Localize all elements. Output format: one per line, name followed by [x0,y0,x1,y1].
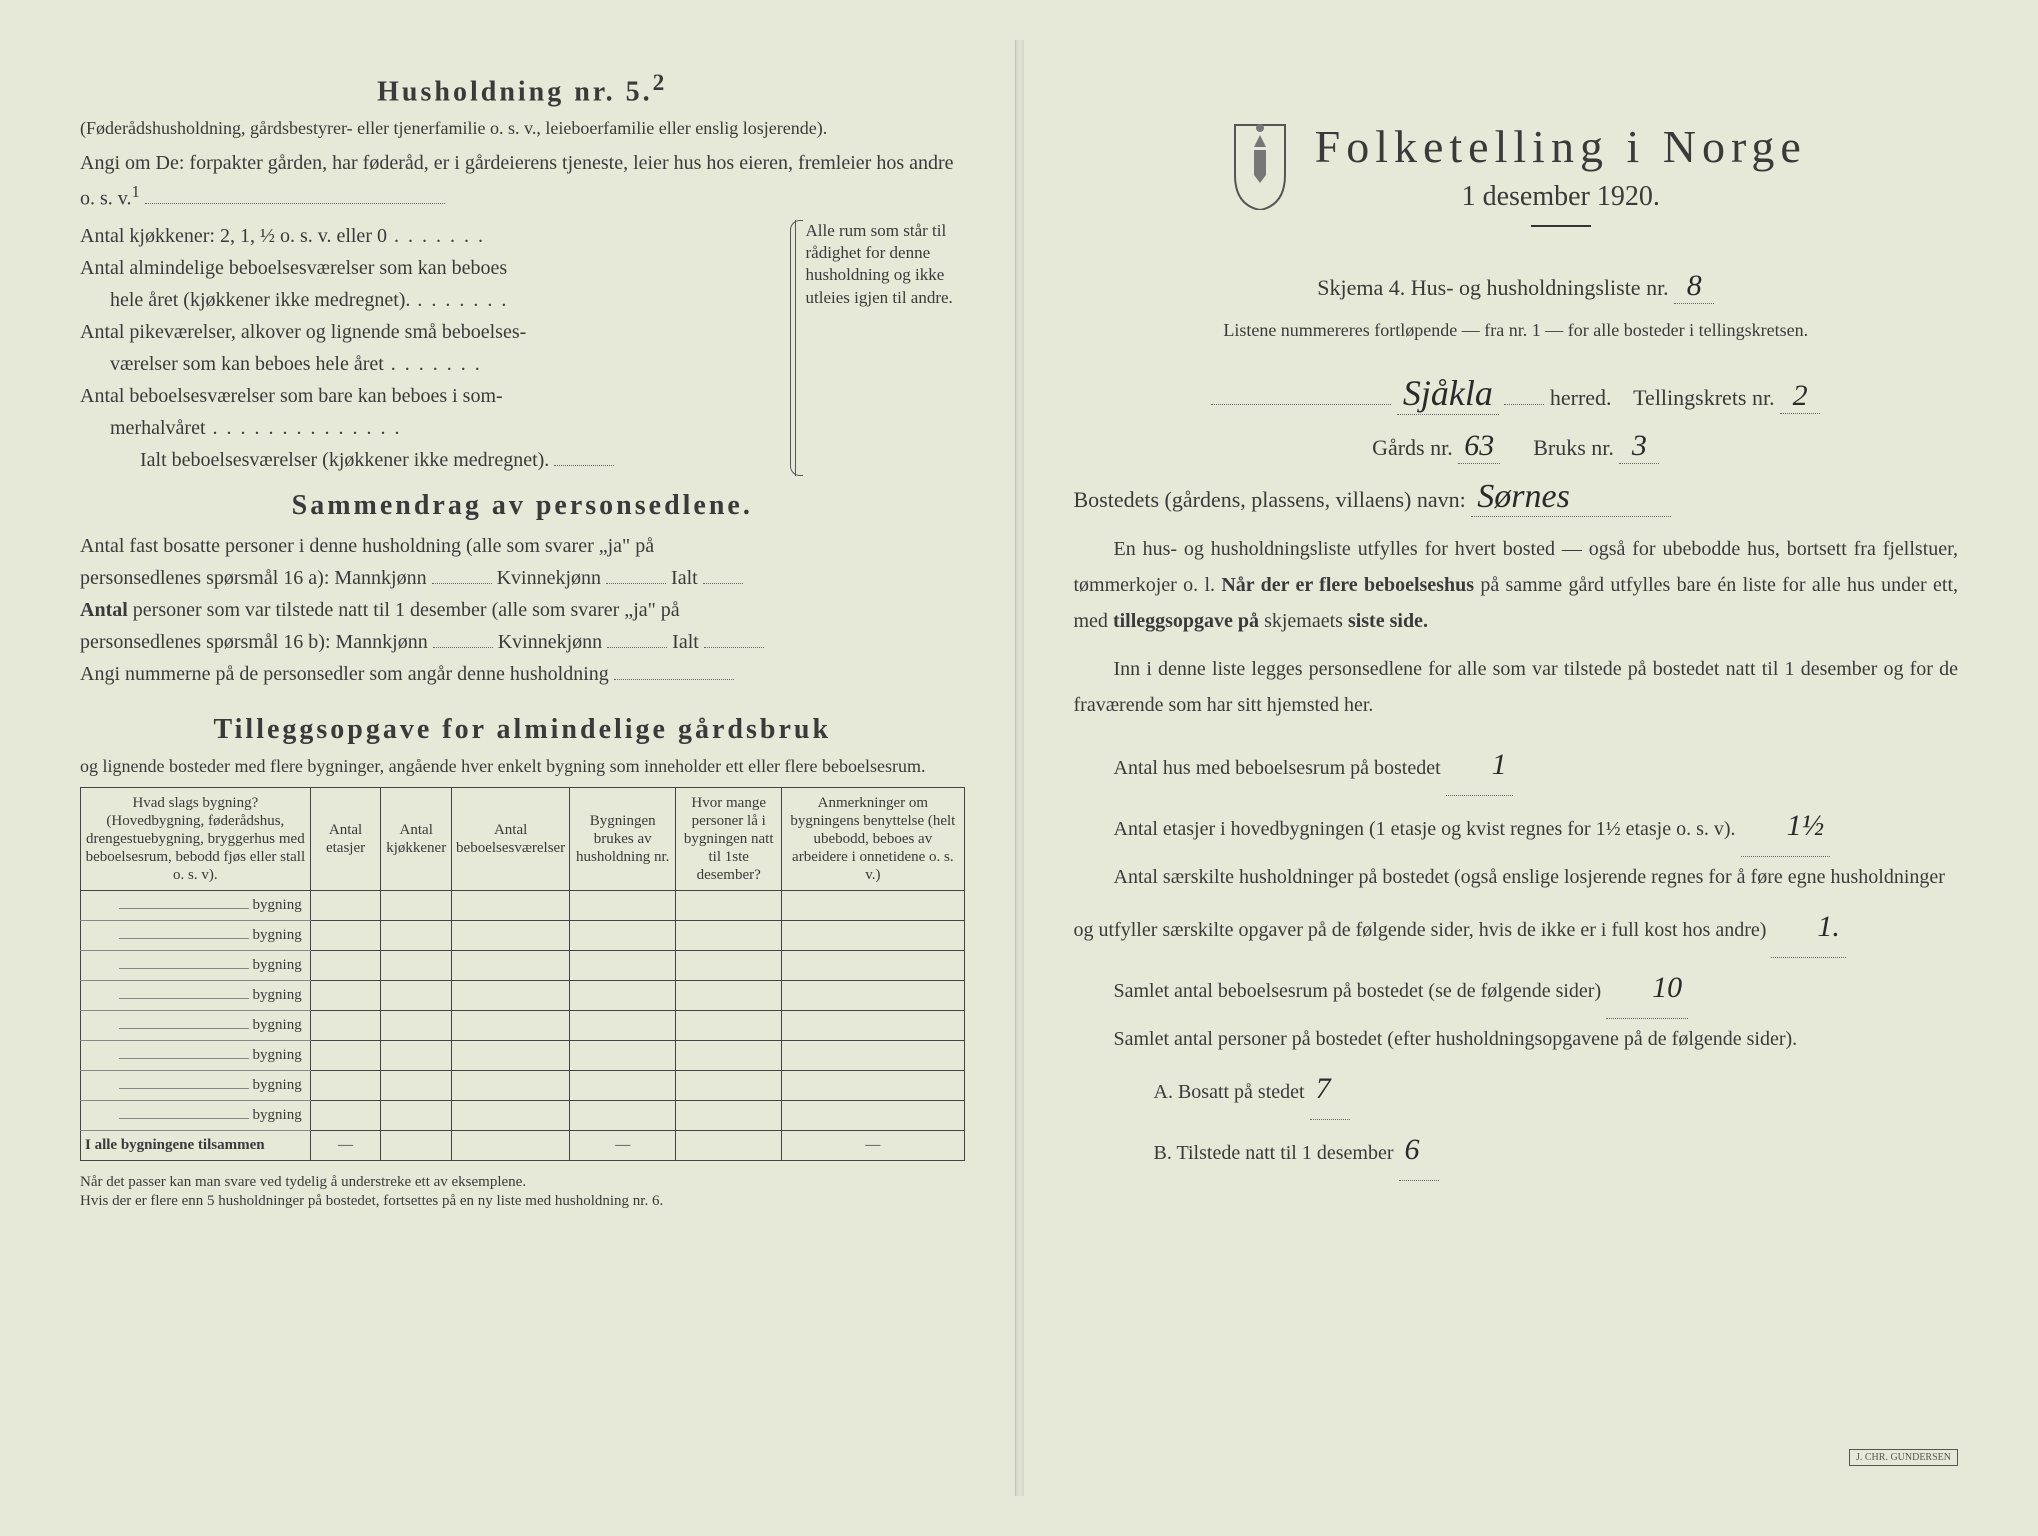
bosted-value: Sørnes [1471,478,1671,517]
bruks-value: 3 [1619,429,1659,464]
table-row: bygning [81,1010,965,1040]
herred-row: Sjåkla herred. Tellingskrets nr. 2 [1074,372,1959,415]
qA-value: 7 [1310,1059,1350,1120]
right-page: Folketelling i Norge 1 desember 1920. Sk… [1024,40,2009,1496]
gards-row: Gårds nr. 63 Bruks nr. 3 [1074,429,1959,464]
sub2: Angi om De: forpakter gården, har føderå… [80,147,965,215]
para2: Inn i denne liste legges personsedlene f… [1074,651,1959,723]
rooms-l3b: værelser som kan beboes hele året [80,348,785,380]
tillegg-sub: og lignende bosteder med flere bygninger… [80,754,965,778]
rooms-l2: Antal almindelige beboelsesværelser som … [80,252,785,284]
table-row: bygning [81,1100,965,1130]
printer-stamp: J. CHR. GUNDERSEN [1849,1449,1958,1466]
subtitle: 1 desember 1920. [1315,181,1807,213]
th7: Anmerkninger om bygningens benyttelse (h… [782,787,964,890]
para1: En hus- og husholdningsliste utfylles fo… [1074,531,1959,639]
main-title: Folketelling i Norge [1315,120,1807,173]
q4: Samlet antal beboelsesrum på bostedet (s… [1074,958,1959,1019]
th4: Antal beboelsesværelser [452,787,570,890]
th1: Hvad slags bygning? (Hovedbygning, føder… [81,787,311,890]
table-row: bygning [81,980,965,1010]
skjema-row: Skjema 4. Hus- og husholdningsliste nr. … [1074,269,1959,304]
table-row: bygning [81,920,965,950]
herred-value: Sjåkla [1397,372,1499,415]
q3: Antal særskilte husholdninger på bostede… [1074,857,1959,958]
building-table: Hvad slags bygning? (Hovedbygning, føder… [80,787,965,1161]
q3-value: 1. [1771,897,1846,958]
rooms-l3: Antal pikeværelser, alkover og lignende … [80,316,785,348]
summary-block: Antal fast bosatte personer i denne hush… [80,530,965,690]
table-row: bygning [81,1040,965,1070]
q2: Antal etasjer i hovedbygningen (1 etasje… [1074,796,1959,857]
title-block: Folketelling i Norge 1 desember 1920. [1074,120,1959,239]
th2: Antal etasjer [310,787,381,890]
skjema-value: 8 [1674,269,1714,304]
q5: Samlet antal personer på bostedet (efter… [1074,1019,1959,1059]
list-note: Listene nummereres fortløpende — fra nr.… [1074,318,1959,342]
th5: Bygningen brukes av husholdning nr. [570,787,676,890]
qB-value: 6 [1399,1120,1439,1181]
table-row: bygning [81,890,965,920]
rooms-l4: Antal beboelsesværelser som bare kan beb… [80,380,785,412]
title-rule [1531,225,1591,227]
sub1: (Føderådshusholdning, gårdsbestyrer- ell… [80,116,965,140]
table-row: bygning [81,1070,965,1100]
q4-value: 10 [1606,958,1688,1019]
qA: A. Bosatt på stedet 7 [1074,1059,1959,1120]
coat-of-arms-icon [1225,120,1295,210]
bosted-row: Bostedets (gårdens, plassens, villaens) … [1074,478,1959,517]
rooms-l4b: merhalvåret [80,412,785,444]
rooms-sidebar: Alle rum som står til rådighet for denne… [795,220,965,476]
th3: Antal kjøkkener [381,787,452,890]
krets-value: 2 [1780,379,1820,414]
summary-heading: Sammendrag av personsedlene. [80,490,965,522]
q1: Antal hus med beboelsesrum på bostedet 1 [1074,735,1959,796]
th6: Hvor mange personer lå i bygningen natt … [676,787,782,890]
left-page: Husholdning nr. 5.2 (Føderådshusholdning… [30,40,1016,1496]
rooms-l5: Ialt beboelsesværelser (kjøkkener ikke m… [80,444,785,476]
qB: B. Tilstede natt til 1 desember 6 [1074,1120,1959,1181]
table-row: bygning [81,950,965,980]
book-spine [1016,40,1024,1496]
total-label: I alle bygningene tilsammen [81,1130,311,1160]
footnote: Når det passer kan man svare ved tydelig… [80,1173,965,1212]
household-heading: Husholdning nr. 5.2 [80,70,965,108]
gards-value: 63 [1458,429,1500,464]
tillegg-heading: Tilleggsopgave for almindelige gårdsbruk [80,714,965,746]
q1-value: 1 [1446,735,1513,796]
heading-sup: 2 [653,70,668,96]
rooms-l1: Antal kjøkkener: 2, 1, ½ o. s. v. eller … [80,220,785,252]
q2-value: 1½ [1741,796,1831,857]
rooms-block: Antal kjøkkener: 2, 1, ½ o. s. v. eller … [80,220,965,476]
rooms-l2b: hele året (kjøkkener ikke medregnet). [80,284,785,316]
